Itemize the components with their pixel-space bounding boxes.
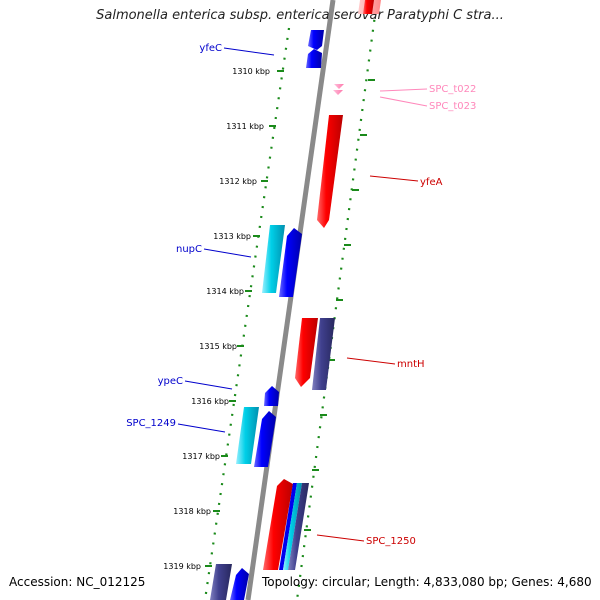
gene-labels: yfeC SPC_t022 SPC_t023 yfeA nupC mntH yp… — [126, 43, 476, 547]
feature-arrow — [317, 115, 343, 228]
leader-lines — [177, 47, 428, 542]
genome-summary-text: Topology: circular; Length: 4,833,080 bp… — [262, 575, 592, 589]
tick-label: 1310 kbp — [232, 67, 270, 76]
gene-label-SPC_t023: SPC_t023 — [429, 101, 476, 112]
tick-label: 1319 kbp — [163, 562, 201, 571]
feature-arrow — [312, 318, 335, 390]
tick-label: 1315 kbp — [199, 342, 237, 351]
tick-label: 1318 kbp — [173, 507, 211, 516]
genome-backbone — [245, 0, 336, 600]
ruler-line-right — [295, 0, 379, 600]
tick-labels: 1310 kbp 1311 kbp 1312 kbp 1313 kbp 1314… — [163, 67, 270, 571]
gene-label-SPC_t022: SPC_t022 — [429, 84, 476, 95]
leader-line — [379, 88, 428, 92]
feature-arrow — [262, 225, 285, 293]
feature-arrow — [333, 90, 343, 95]
tick-label: 1311 kbp — [226, 122, 264, 131]
feature-arrow — [230, 568, 249, 600]
gene-label-yfeA: yfeA — [420, 177, 443, 188]
feature-arrow — [334, 84, 344, 89]
tick-label: 1314 kbp — [206, 287, 244, 296]
tick-label: 1316 kbp — [191, 397, 229, 406]
gene-label-yfeC: yfeC — [199, 43, 222, 54]
feature-arrow — [210, 564, 232, 600]
feature-arrow — [263, 479, 293, 570]
features — [210, 0, 381, 600]
gene-label-ypeC: ypeC — [158, 376, 183, 387]
feature-arrow — [283, 483, 302, 570]
leader-line — [203, 248, 252, 258]
leader-line — [223, 47, 275, 56]
leader-line — [346, 357, 396, 365]
leader-line — [316, 534, 365, 542]
feature-arrow — [254, 411, 276, 467]
feature-arrow — [279, 483, 297, 570]
left-ticks — [205, 70, 284, 567]
feature-arrow — [236, 407, 259, 464]
feature-arrow — [264, 386, 279, 406]
gene-label-mntH: mntH — [397, 359, 425, 370]
tick-label: 1313 kbp — [213, 232, 251, 241]
ruler-line-left — [203, 27, 291, 600]
feature-arrow — [279, 228, 302, 297]
map-title: Salmonella enterica subsp. enterica sero… — [96, 8, 504, 23]
accession-text: Accession: NC_012125 — [9, 575, 146, 589]
gene-label-SPC_1249: SPC_1249 — [126, 418, 176, 429]
feature-arrow — [308, 30, 324, 50]
feature-arrow — [306, 49, 322, 68]
gene-label-nupC: nupC — [176, 244, 202, 255]
right-ticks — [304, 79, 375, 531]
leader-line — [379, 96, 428, 107]
feature-arrow — [363, 0, 374, 14]
leader-line — [177, 423, 226, 433]
feature-arrow — [288, 483, 309, 570]
gene-label-SPC_1250: SPC_1250 — [366, 536, 416, 547]
tick-label: 1312 kbp — [219, 177, 257, 186]
leader-line — [369, 175, 419, 182]
feature-arrow — [295, 318, 318, 387]
tick-label: 1317 kbp — [182, 452, 220, 461]
leader-line — [184, 380, 233, 390]
